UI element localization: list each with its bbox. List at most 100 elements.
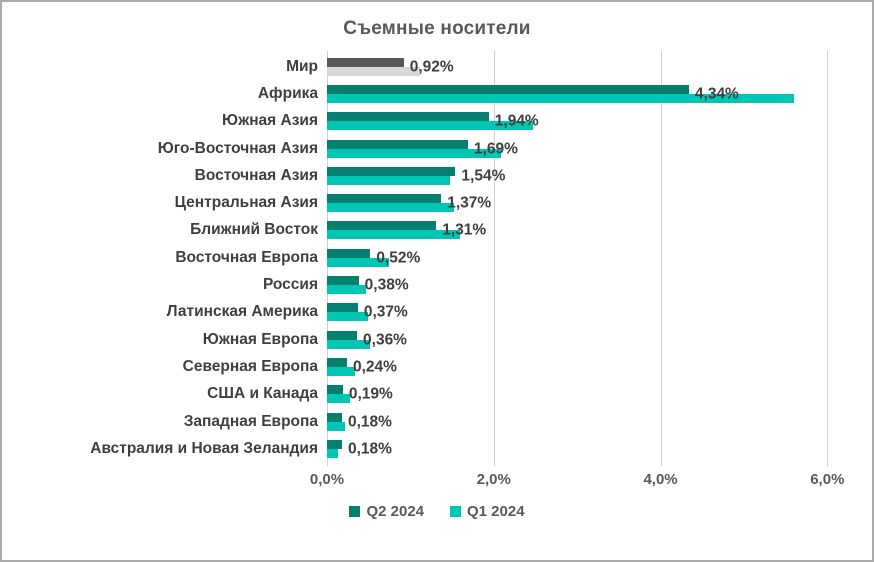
bar-q2-2024 [327, 330, 358, 340]
bar-area: 0,19% [327, 381, 844, 408]
bar-q1-2024 [327, 448, 338, 458]
bar-q1-2024 [327, 421, 346, 431]
bar-area: 0,18% [327, 435, 844, 462]
value-label: 0,24% [353, 358, 397, 376]
bar-q2-2024 [327, 221, 437, 231]
bar-area: 1,31% [327, 217, 844, 244]
bar-pair [327, 330, 844, 349]
chart-row: Юго-Восточная Азия 1,69% [2, 135, 872, 162]
bar-pair [327, 221, 844, 240]
category-label: Австралия и Новая Зеландия [90, 439, 318, 457]
chart-row: Восточная Европа 0,52% [2, 244, 872, 271]
legend: Q2 2024 Q1 2024 [2, 503, 872, 520]
x-tick-label: 6,0% [810, 471, 845, 489]
category-label: Россия [262, 276, 318, 294]
bar-pair [327, 276, 844, 295]
bar-area: 0,52% [327, 244, 844, 271]
bar-pair [327, 139, 844, 158]
chart-row: Россия 0,38% [2, 271, 872, 298]
category-label: Африка [257, 84, 318, 102]
bar-q2-2024 [327, 194, 442, 204]
value-label: 0,38% [364, 276, 409, 294]
bar-area: 0,37% [327, 299, 844, 326]
bar-q2-2024 [327, 112, 489, 122]
value-label: 1,37% [447, 194, 492, 212]
chart-row: Африка 4,34% [2, 80, 872, 107]
bar-area: 1,54% [327, 162, 844, 189]
bar-area: 1,94% [327, 108, 844, 135]
bar-q1-2024 [327, 394, 350, 404]
category-label: Северная Европа [182, 357, 318, 375]
legend-label: Q1 2024 [467, 503, 525, 521]
bar-pair [327, 303, 844, 322]
category-label: Ближний Восток [190, 221, 318, 239]
chart-row: Ближний Восток 1,31% [2, 217, 872, 244]
bar-pair [327, 166, 844, 185]
x-tick-label: 2,0% [476, 471, 511, 489]
bar-q2-2024 [327, 276, 359, 286]
category-label: Юго-Восточная Азия [157, 139, 318, 157]
bar-q2-2024 [327, 385, 343, 395]
bar-q1-2024 [327, 312, 368, 322]
bar-area: 0,36% [327, 326, 844, 353]
legend-item-q2-2024: Q2 2024 [349, 503, 424, 520]
bar-pair [327, 357, 844, 376]
category-label: США и Канада [207, 385, 318, 403]
value-label: 1,31% [442, 221, 487, 239]
category-label: Восточная Азия [194, 166, 318, 184]
bar-q1-2024 [327, 93, 794, 103]
category-label: Восточная Европа [175, 248, 318, 266]
bar-area: 4,34% [327, 80, 844, 107]
chart-row: Северная Европа 0,24% [2, 353, 872, 380]
legend-swatch-q1-2024 [450, 506, 461, 518]
bar-q2-2024 [327, 357, 347, 367]
bar-area: 0,24% [327, 353, 844, 380]
bar-q2-2024 [327, 166, 456, 176]
bar-pair [327, 194, 844, 213]
chart-row: Южная Европа 0,36% [2, 326, 872, 353]
bar-q2-2024 [327, 412, 342, 422]
value-label: 0,36% [363, 330, 407, 348]
bar-q2-2024 [327, 248, 371, 258]
chart-row: Южная Азия 1,94% [2, 108, 872, 135]
bar-q2-2024 [327, 439, 342, 449]
chart-row: США и Канада 0,19% [2, 381, 872, 408]
bar-area: 0,92% [327, 53, 844, 80]
bar-q1-2024 [327, 339, 370, 349]
chart-row: Латинская Америка 0,37% [2, 299, 872, 326]
bar-pair [327, 57, 844, 76]
chart-row: Мир 0,92% [2, 53, 872, 80]
bar-area: 1,37% [327, 189, 844, 216]
bar-pair [327, 112, 844, 131]
category-label: Мир [286, 57, 318, 75]
value-label: 4,34% [694, 85, 739, 103]
bar-q1-2024 [327, 66, 421, 76]
value-label: 1,69% [473, 139, 518, 157]
x-axis: 0,0% 2,0% 4,0% 6,0% [310, 462, 845, 496]
bar-pair [327, 439, 844, 458]
bar-q1-2024 [327, 285, 367, 295]
value-label: 0,37% [363, 303, 408, 321]
bar-q1-2024 [327, 121, 533, 131]
plot-area: Мир 0,92% Африка 4,34% Южная Азия 1,94% Юго-Во… [2, 51, 872, 467]
value-label: 0,18% [348, 440, 392, 458]
bar-q1-2024 [327, 257, 389, 267]
bar-q2-2024 [327, 139, 468, 149]
chart-row: Центральная Азия 1,37% [2, 189, 872, 216]
bar-q1-2024 [327, 230, 461, 240]
bar-q1-2024 [327, 366, 356, 376]
category-label: Западная Европа [183, 412, 318, 430]
legend-item-q1-2024: Q1 2024 [450, 503, 525, 520]
value-label: 0,52% [376, 248, 421, 266]
value-label: 0,18% [348, 412, 392, 430]
bar-q1-2024 [327, 203, 454, 213]
legend-swatch-q2-2024 [349, 506, 361, 518]
bar-area: 1,69% [327, 135, 844, 162]
bar-q2-2024 [327, 303, 358, 313]
legend-label: Q2 2024 [366, 503, 424, 521]
value-label: 0,92% [409, 57, 454, 75]
x-tick-label: 0,0% [309, 471, 345, 489]
value-label: 1,54% [461, 167, 506, 185]
chart-title: Съемные носители [343, 18, 531, 39]
